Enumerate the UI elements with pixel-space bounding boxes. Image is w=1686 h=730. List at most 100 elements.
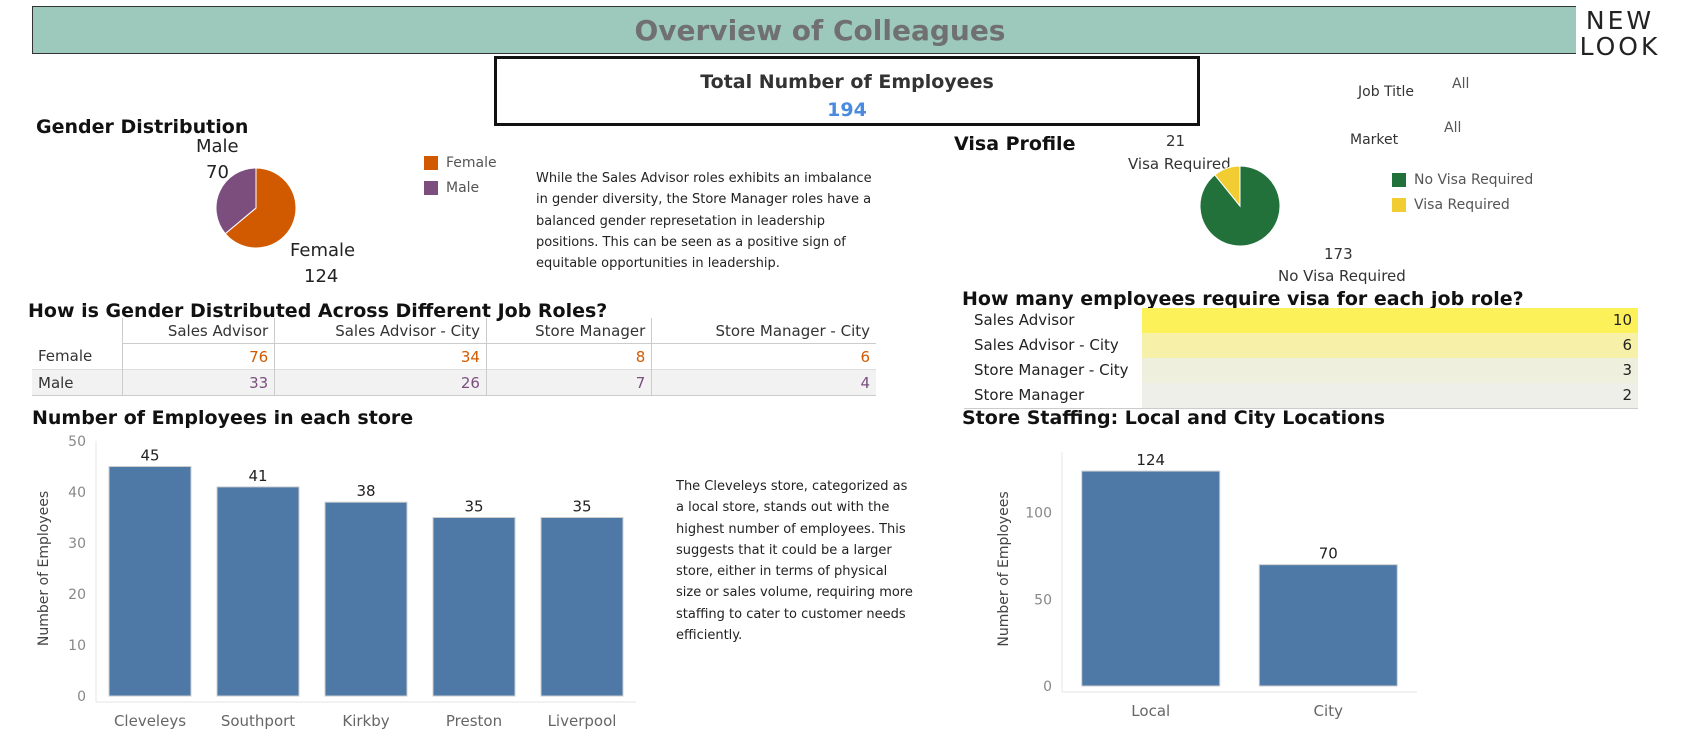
bar-city[interactable] — [1258, 564, 1398, 687]
x-tick-label: Local — [1131, 702, 1170, 720]
column-header: Store Manager - City — [651, 318, 876, 344]
highlight-cell — [1142, 383, 1638, 408]
table-row: Store Manager 2 — [964, 383, 1638, 409]
x-tick-label: Liverpool — [548, 712, 617, 730]
row-label: Female — [38, 347, 93, 366]
gender-by-role-table: Sales Advisor Sales Advisor - City Store… — [32, 318, 876, 396]
legend-label-visa-required: Visa Required — [1414, 196, 1510, 213]
table-row: Female 76 34 8 6 — [32, 343, 876, 370]
y-tick-label: 50 — [1034, 592, 1052, 608]
legend-item-male[interactable]: Male — [424, 175, 497, 200]
highlight-cell — [1142, 333, 1638, 358]
highlight-cell — [1142, 358, 1638, 383]
bar-value-label: 35 — [572, 498, 591, 516]
table-header-row: Sales Advisor Sales Advisor - City Store… — [32, 318, 876, 344]
row-value: 3 — [1622, 361, 1632, 379]
table-cell: 26 — [274, 369, 487, 396]
male-pie-label: Male — [196, 136, 239, 157]
bar-value-label: 35 — [464, 498, 483, 516]
male-pie-value: 70 — [206, 162, 229, 183]
table-cell: 34 — [274, 343, 487, 370]
pie-slice-male[interactable] — [215, 167, 257, 235]
legend-item-no-visa[interactable]: No Visa Required — [1392, 167, 1533, 192]
column-header: Sales Advisor — [121, 318, 275, 344]
gender-insight-text: While the Sales Advisor roles exhibits a… — [536, 171, 872, 272]
gender-distribution-title: Gender Distribution — [36, 116, 249, 138]
brand-logo: NEW LOOK — [1576, 6, 1664, 62]
x-tick-label: Kirkby — [342, 712, 389, 730]
highlight-cell — [1142, 308, 1638, 333]
visa-pie-chart — [1199, 165, 1281, 247]
x-tick-label: Cleveleys — [114, 712, 186, 730]
table-corner — [32, 318, 123, 344]
y-tick-label: 0 — [77, 689, 86, 705]
row-value: 6 — [1622, 336, 1632, 354]
legend-label-no-visa: No Visa Required — [1414, 171, 1534, 188]
visa-by-role-title: How many employees require visa for each… — [962, 288, 1524, 310]
table-cell: 4 — [651, 369, 876, 396]
bar-preston[interactable] — [432, 517, 516, 697]
x-tick-label: Preston — [446, 712, 502, 730]
bar-local[interactable] — [1081, 470, 1221, 687]
kpi-value: 194 — [827, 99, 867, 121]
bar-cleveleys[interactable] — [108, 466, 192, 697]
x-tick-label: City — [1314, 702, 1344, 720]
store-insight-text: The Cleveleys store, categorized as a lo… — [676, 479, 913, 644]
row-label: Store Manager — [974, 386, 1085, 404]
table-cell: 7 — [485, 369, 652, 396]
y-axis-label: Number of Employees — [36, 491, 52, 646]
y-axis-label: Number of Employees — [996, 491, 1012, 646]
y-tick-label: 0 — [1043, 679, 1052, 695]
bar-southport[interactable] — [216, 486, 300, 697]
gender-legend: Female Male — [424, 150, 497, 200]
legend-swatch-visa-required — [1392, 197, 1406, 212]
y-tick-label: 20 — [68, 587, 86, 603]
legend-item-female[interactable]: Female — [424, 150, 497, 175]
gender-pie-chart — [215, 167, 297, 249]
legend-swatch-female — [424, 155, 438, 170]
table-cell: 76 — [121, 343, 275, 370]
table-cell: 33 — [121, 369, 275, 396]
row-label: Sales Advisor — [974, 311, 1075, 329]
row-label: Sales Advisor - City — [974, 336, 1119, 354]
location-chart-title: Store Staffing: Local and City Locations — [962, 407, 1386, 429]
no-visa-value: 173 — [1324, 245, 1353, 263]
visa-required-value: 21 — [1166, 132, 1186, 150]
female-pie-label: Female — [290, 240, 356, 261]
legend-item-visa-required[interactable]: Visa Required — [1392, 192, 1533, 217]
visa-legend: No Visa Required Visa Required — [1392, 167, 1533, 217]
filter-market-value[interactable]: All — [1444, 120, 1462, 136]
pie-slice-visa-required[interactable] — [1214, 165, 1241, 208]
logo-line-1: NEW — [1585, 6, 1655, 35]
row-label: Male — [38, 373, 74, 392]
pie-slice-female[interactable] — [224, 167, 297, 249]
y-tick-label: 10 — [68, 638, 86, 654]
table-cell: 6 — [651, 343, 876, 370]
filter-job-title-label: Job Title — [1358, 84, 1415, 100]
visa-required-label: Visa Required — [1128, 155, 1231, 173]
y-tick-label: 40 — [68, 485, 86, 501]
bar-value-label: 124 — [1136, 451, 1165, 469]
y-tick-label: 50 — [68, 434, 86, 450]
visa-profile-title: Visa Profile — [954, 133, 1076, 155]
y-tick-label: 30 — [68, 536, 86, 552]
bar-value-label: 41 — [248, 467, 267, 485]
gender-by-role-title: How is Gender Distributed Across Differe… — [28, 300, 608, 322]
table-row: Sales Advisor 10 — [964, 308, 1638, 333]
legend-swatch-male — [424, 180, 438, 195]
store-bar-chart: 0 10 20 30 40 50 Number of Employees 45 Cleveley… — [36, 434, 636, 730]
row-value: 2 — [1622, 386, 1632, 404]
filter-job-title-value[interactable]: All — [1452, 76, 1470, 92]
x-tick-label: Southport — [221, 712, 295, 730]
no-visa-label: No Visa Required — [1278, 267, 1406, 285]
table-row: Sales Advisor - City 6 — [964, 333, 1638, 358]
column-header: Store Manager — [485, 318, 652, 344]
store-chart-title: Number of Employees in each store — [32, 407, 414, 429]
column-header: Sales Advisor - City — [274, 318, 487, 344]
bar-liverpool[interactable] — [540, 517, 624, 697]
gender-by-role-table-wrap: Sales Advisor Sales Advisor - City Store… — [32, 318, 876, 396]
bar-value-label: 45 — [140, 447, 159, 465]
bar-kirkby[interactable] — [324, 501, 408, 697]
table-row: Store Manager - City 3 — [964, 358, 1638, 383]
female-pie-value: 124 — [304, 266, 339, 287]
